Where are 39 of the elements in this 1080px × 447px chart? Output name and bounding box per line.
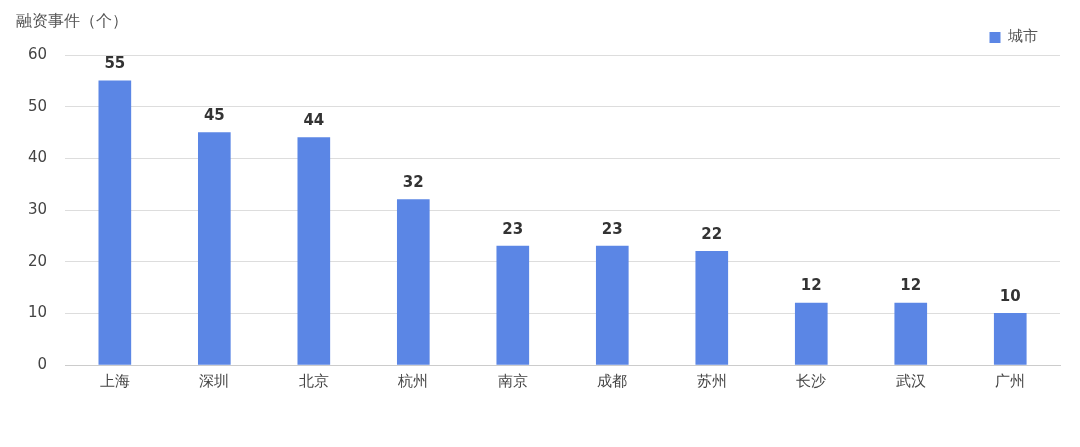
x-tick-label: 上海	[99, 371, 130, 390]
bar	[396, 199, 430, 365]
y-tick-label: 50	[27, 96, 48, 115]
data-label: 23	[502, 219, 524, 238]
x-tick-label: 长沙	[796, 371, 827, 390]
x-tick-label: 南京	[497, 371, 528, 390]
x-tick-label: 武汉	[895, 371, 926, 390]
x-tick-label: 杭州	[397, 371, 429, 390]
data-label: 45	[203, 105, 225, 124]
bar	[496, 245, 530, 365]
bar	[894, 302, 928, 365]
y-tick-label: 0	[37, 354, 48, 373]
data-label: 12	[800, 276, 822, 295]
y-tick-label: 30	[27, 199, 48, 218]
x-tick-label: 广州	[995, 371, 1026, 390]
bar	[297, 137, 331, 365]
bar	[197, 132, 231, 365]
data-label: 10	[999, 286, 1021, 305]
data-label: 12	[900, 276, 922, 295]
bar	[695, 251, 729, 365]
x-tick-label: 北京	[298, 371, 329, 390]
data-label: 44	[303, 111, 325, 130]
y-tick-label: 60	[27, 44, 48, 63]
bar	[98, 80, 132, 365]
data-label: 55	[104, 54, 126, 73]
data-label: 22	[701, 224, 723, 243]
bar	[794, 302, 828, 365]
data-label: 32	[402, 173, 424, 192]
bar	[595, 245, 629, 365]
x-tick-label: 深圳	[199, 371, 230, 390]
y-tick-label: 10	[27, 303, 48, 322]
y-axis-title: 融资事件（个）	[16, 11, 128, 31]
y-tick-label: 40	[27, 148, 48, 167]
bar	[993, 313, 1027, 365]
x-tick-label: 苏州	[696, 371, 727, 390]
legend-label: 城市	[1007, 27, 1038, 46]
y-tick-label: 20	[27, 251, 48, 270]
x-tick-label: 成都	[597, 371, 628, 390]
data-label: 23	[601, 219, 623, 238]
